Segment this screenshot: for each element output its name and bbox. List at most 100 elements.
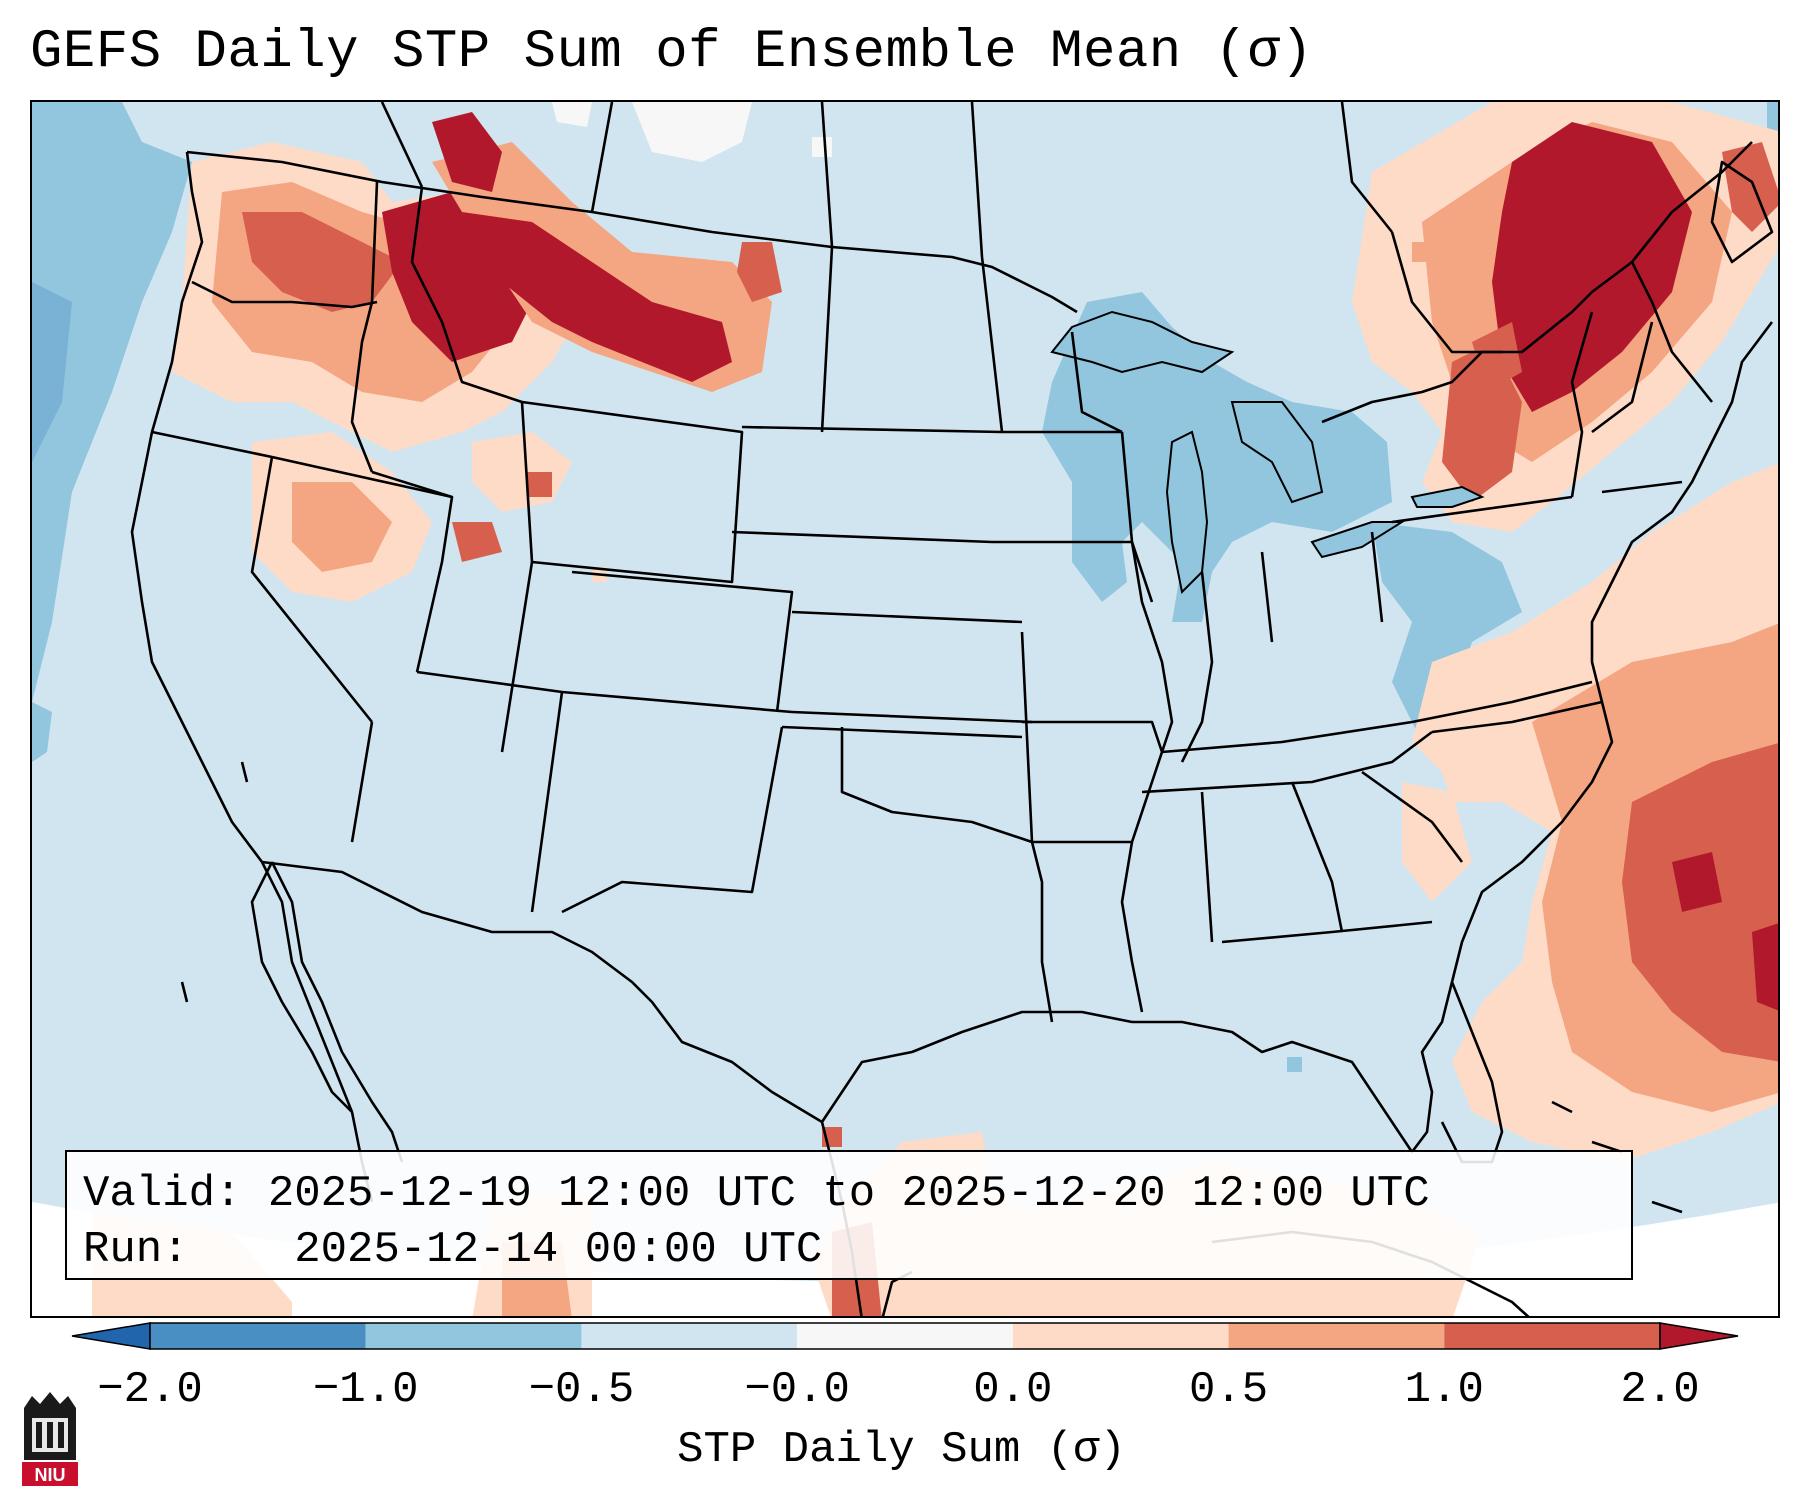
tn-south: [1141, 730, 1433, 794]
ok-tx: [840, 727, 1033, 844]
gulf-coastline: [820, 981, 1454, 1154]
ks-ok: [791, 710, 1033, 724]
lake-ontario: [1410, 485, 1485, 508]
ny-vt-nh: [1570, 311, 1594, 498]
atlantic-very-strong-1: [1672, 852, 1722, 912]
pa-ny: [1391, 495, 1573, 524]
utah-red-spot: [527, 472, 552, 497]
wy-border: [520, 400, 744, 584]
colorbar-tick-label: −2.0: [97, 1365, 203, 1415]
wa-or-border: [191, 280, 378, 309]
map-panel: [30, 100, 1780, 1318]
nd-mn-border: [980, 256, 1004, 433]
montana-white-patch: [632, 102, 752, 162]
stp-anomaly-map: [32, 102, 1778, 1316]
atlantic-coastline: [1450, 321, 1774, 983]
svg-text:NIU: NIU: [35, 1465, 66, 1485]
montana-positive-strong: [462, 212, 732, 382]
colorbar-tick-label: −0.5: [528, 1365, 635, 1415]
nevada-east-utah-west: [271, 455, 454, 673]
great-lakes-negative-region: [1042, 292, 1392, 622]
colorbar-bin-1: [150, 1323, 366, 1349]
atlantic-very-strong-2: [1752, 923, 1778, 1011]
in-oh: [1260, 551, 1274, 643]
valid-label: Valid:: [83, 1169, 242, 1219]
colorbar-bin-6: [1228, 1323, 1445, 1349]
mn-wi: [1070, 331, 1123, 434]
colorbar-over-extend: [1659, 1322, 1739, 1350]
ne-ks: [791, 610, 1023, 624]
ca-az-border: [350, 721, 374, 843]
near-zero-patches: [552, 102, 832, 162]
or-ca-border: [151, 430, 273, 459]
pacific-coastline: [130, 151, 374, 1203]
colorbar-tick-label: 0.0: [973, 1365, 1053, 1415]
colorbar-bin-7: [1444, 1323, 1660, 1349]
colorbar: [71, 1322, 1739, 1350]
alberta-sask: [590, 102, 614, 213]
colorbar-bin-3: [581, 1323, 798, 1349]
montana-strong-north: [432, 112, 502, 192]
ontario-white-spot: [812, 137, 832, 157]
baja-coastline: [250, 861, 404, 1163]
niu-logo-mark: NIU: [22, 1392, 78, 1486]
bc-alberta: [380, 102, 424, 188]
idaho-west: [350, 181, 379, 473]
ga-fl: [1221, 920, 1433, 944]
north-dakota-spot: [737, 242, 782, 302]
ky-tn: [1161, 680, 1593, 754]
colorado-outline: [571, 570, 794, 713]
negative-anomaly-regions: [32, 102, 1778, 1072]
niu-logo: NIU: [22, 1392, 78, 1486]
gulf-st-lawrence: [1630, 141, 1753, 263]
quebec-ontario: [1390, 231, 1502, 354]
newfoundland-coast: [1710, 160, 1774, 264]
appalachian-negative-region: [1372, 522, 1522, 742]
hudson-bay-edge: [1340, 102, 1394, 233]
colorbar-bin-5: [1012, 1323, 1229, 1349]
us-mexico-border: [261, 860, 823, 1124]
colorbar-tick-label: −1.0: [312, 1365, 419, 1415]
ok-east: [1020, 631, 1034, 843]
nm-outline: [561, 726, 784, 914]
mo-ar: [1022, 720, 1164, 753]
ontario-east-spot: [1412, 242, 1432, 262]
va-nc: [1431, 700, 1603, 734]
nm-tx-east: [781, 725, 1023, 739]
great-lakes: [1050, 310, 1485, 595]
idaho-montana: [410, 186, 523, 404]
il-in: [1180, 571, 1214, 763]
colorbar-bin-4: [797, 1323, 1013, 1349]
colorbar-outline: [149, 1322, 1661, 1350]
valid-run-info-box: Valid: 2025-12-19 12:00 UTC to 2025-12-2…: [65, 1150, 1633, 1280]
lake-superior: [1050, 310, 1235, 374]
lake-erie: [1310, 521, 1406, 559]
al-ga: [1290, 781, 1344, 933]
idaho-south-spots: [452, 522, 502, 562]
great-basin-medium: [292, 482, 392, 572]
canada-white-patch: [552, 102, 592, 127]
colorbar-label: STP Daily Sum (σ): [677, 1425, 1126, 1475]
nevada-west: [250, 456, 374, 723]
oh-pa: [1370, 531, 1384, 623]
colorbar-tick-label: 0.5: [1188, 1365, 1269, 1415]
pacific-northwest-strong: [242, 212, 402, 312]
colorbar-bins: [71, 1322, 1739, 1350]
pacific-negative-region: [32, 102, 192, 702]
carolinas-light: [1432, 722, 1522, 802]
tx-la: [1030, 841, 1054, 1023]
pacific-south-negative: [32, 702, 52, 762]
pacific-strong-negative: [32, 282, 72, 462]
quebec-spot: [1472, 322, 1522, 392]
ms-al: [1200, 791, 1214, 943]
nd-sd: [741, 425, 1003, 434]
lake-huron: [1230, 401, 1324, 504]
new-england-inner: [1591, 321, 1683, 494]
colorbar-under-extend: [71, 1322, 151, 1350]
run-label: Run:: [83, 1225, 189, 1275]
montana-nd-border: [820, 246, 834, 433]
az-nm-border: [530, 691, 564, 913]
state-borders: [130, 102, 1774, 1316]
colorbar-bin-2: [365, 1323, 582, 1349]
sask-manitoba: [820, 102, 834, 248]
